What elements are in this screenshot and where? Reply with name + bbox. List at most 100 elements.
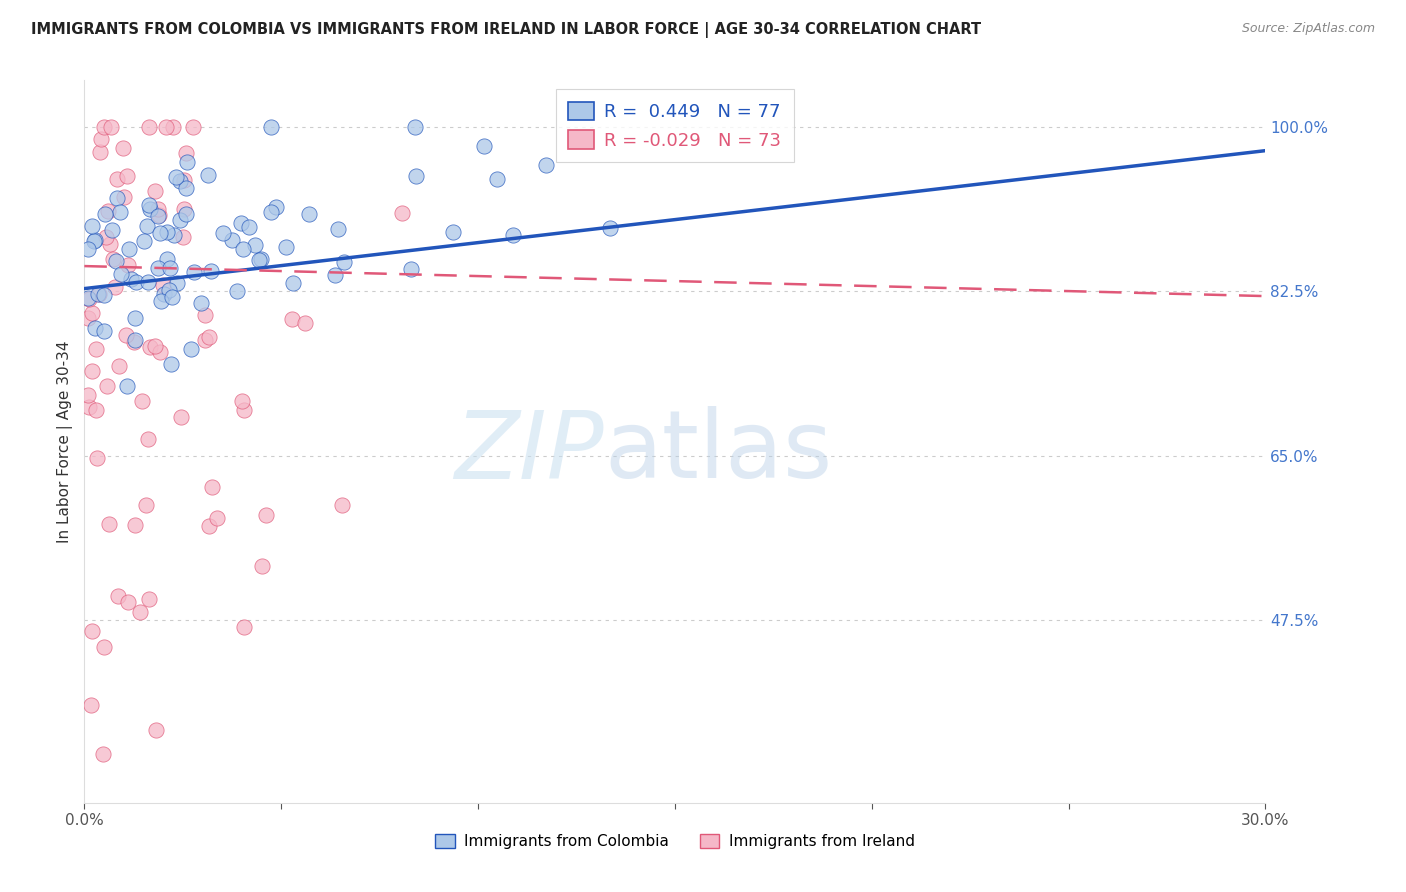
Point bbox=[77, 242, 100, 256]
Point bbox=[128, 605, 150, 619]
Point bbox=[148, 208, 170, 222]
Text: IMMIGRANTS FROM COLOMBIA VS IMMIGRANTS FROM IRELAND IN LABOR FORCE | AGE 30-34 C: IMMIGRANTS FROM COLOMBIA VS IMMIGRANTS F… bbox=[31, 22, 981, 38]
Point bbox=[502, 227, 524, 242]
Point bbox=[117, 258, 139, 272]
Point bbox=[160, 357, 183, 371]
Point bbox=[323, 268, 346, 283]
Point bbox=[93, 207, 115, 221]
Point bbox=[80, 219, 103, 234]
Point bbox=[155, 120, 177, 135]
Point bbox=[139, 202, 162, 217]
Point bbox=[110, 205, 132, 219]
Point bbox=[152, 278, 174, 293]
Point bbox=[330, 498, 353, 512]
Point bbox=[118, 242, 141, 256]
Point bbox=[93, 288, 115, 302]
Point bbox=[238, 219, 260, 234]
Point bbox=[77, 311, 100, 326]
Point bbox=[157, 283, 180, 297]
Point bbox=[162, 290, 184, 304]
Legend: Immigrants from Colombia, Immigrants from Ireland: Immigrants from Colombia, Immigrants fro… bbox=[434, 834, 915, 849]
Point bbox=[138, 197, 160, 211]
Point bbox=[143, 184, 166, 198]
Point bbox=[250, 252, 273, 266]
Point bbox=[221, 233, 243, 247]
Point bbox=[254, 508, 277, 523]
Point bbox=[405, 169, 427, 183]
Point bbox=[83, 234, 105, 248]
Point bbox=[149, 293, 172, 308]
Point bbox=[163, 228, 186, 243]
Point bbox=[83, 233, 105, 247]
Point bbox=[87, 287, 110, 301]
Point bbox=[156, 225, 179, 239]
Point bbox=[138, 120, 160, 135]
Point bbox=[124, 333, 146, 347]
Point bbox=[170, 409, 193, 424]
Point bbox=[328, 222, 350, 236]
Point bbox=[112, 190, 135, 204]
Point bbox=[93, 324, 115, 338]
Point bbox=[104, 254, 127, 268]
Point bbox=[143, 339, 166, 353]
Point bbox=[169, 213, 191, 227]
Point bbox=[176, 206, 198, 220]
Point bbox=[77, 291, 100, 305]
Point bbox=[162, 120, 184, 135]
Point bbox=[107, 589, 129, 603]
Point bbox=[441, 225, 464, 239]
Point bbox=[139, 340, 162, 354]
Point bbox=[232, 242, 254, 256]
Point bbox=[77, 387, 100, 401]
Point bbox=[100, 237, 122, 252]
Point bbox=[117, 379, 139, 393]
Point bbox=[124, 311, 146, 326]
Point bbox=[149, 226, 172, 240]
Point bbox=[197, 169, 219, 183]
Point bbox=[165, 170, 187, 185]
Point bbox=[391, 205, 413, 219]
Point bbox=[115, 328, 138, 343]
Point bbox=[101, 252, 124, 267]
Point bbox=[173, 172, 195, 186]
Point bbox=[243, 238, 266, 252]
Point bbox=[120, 271, 142, 285]
Point bbox=[135, 498, 157, 512]
Point bbox=[149, 345, 172, 359]
Point bbox=[115, 169, 138, 183]
Point bbox=[486, 172, 509, 186]
Point bbox=[250, 559, 273, 574]
Point bbox=[176, 155, 198, 169]
Point bbox=[104, 280, 127, 294]
Point bbox=[101, 223, 124, 237]
Point bbox=[233, 403, 256, 417]
Point bbox=[260, 120, 283, 135]
Point bbox=[399, 262, 422, 277]
Point bbox=[472, 138, 495, 153]
Point bbox=[77, 292, 100, 306]
Point bbox=[333, 255, 356, 269]
Point bbox=[274, 240, 297, 254]
Point bbox=[112, 141, 135, 155]
Point bbox=[117, 595, 139, 609]
Point bbox=[225, 285, 247, 299]
Point bbox=[90, 132, 112, 146]
Point bbox=[136, 275, 159, 289]
Point bbox=[229, 216, 252, 230]
Point bbox=[82, 624, 104, 638]
Point bbox=[231, 393, 253, 408]
Point bbox=[105, 171, 128, 186]
Point bbox=[259, 204, 281, 219]
Point bbox=[233, 620, 256, 634]
Point bbox=[107, 191, 129, 205]
Point bbox=[86, 287, 108, 301]
Point bbox=[100, 120, 122, 135]
Point bbox=[264, 200, 287, 214]
Point bbox=[180, 343, 202, 357]
Point bbox=[294, 316, 316, 330]
Point bbox=[91, 747, 114, 761]
Point bbox=[159, 261, 181, 276]
Point bbox=[599, 220, 621, 235]
Point bbox=[131, 394, 153, 409]
Point bbox=[84, 402, 107, 417]
